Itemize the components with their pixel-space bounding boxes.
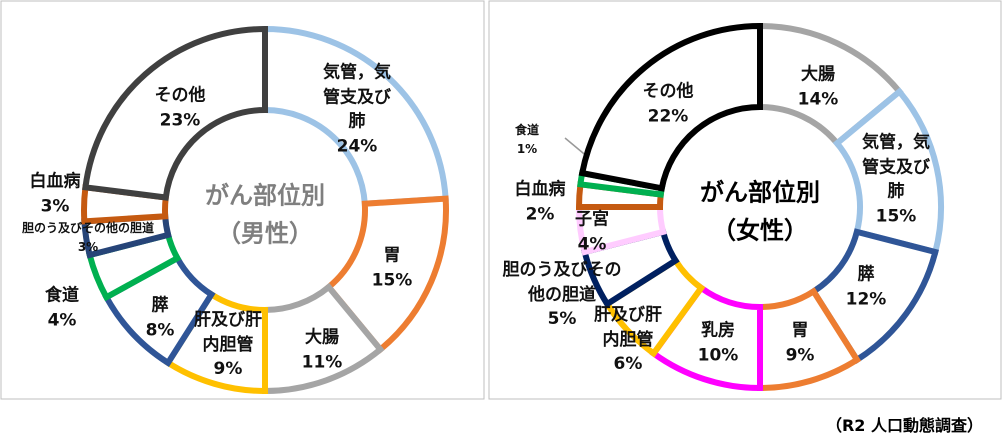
category-label: 食道 [45,285,79,306]
category-label: 胆のう及びその他の胆道 [502,260,622,305]
chart-title: がん部位別 [205,181,325,210]
center-text: がん部位別 （男性） [205,177,325,254]
category-label: 大腸 [801,64,835,85]
category-label: 子宮 [575,209,609,230]
value-label: 15% [371,270,413,290]
data-label: 肝及び肝内胆管 6% [592,303,663,377]
value-label: 3% [77,240,99,254]
source: （R2 人口動態調査） [825,416,983,435]
value-label: 2% [525,204,555,224]
value-label: 6% [613,354,643,375]
donut-segment [578,22,763,192]
data-label: その他 23% [146,83,214,132]
category-label: 肝及び肝内胆管 [593,305,662,350]
data-label: 乳房 10% [693,318,744,367]
value-label: 22% [647,106,689,126]
data-label: 膵 8% [143,293,177,342]
value-label: 23% [159,110,201,130]
chart-subtitle: （男性） [217,220,313,248]
category-label: その他 [642,81,694,102]
value-label: 8% [145,320,175,340]
category-label: 白血病 [29,171,81,192]
data-label: 膵 12% [845,262,888,311]
category-label: その他 [154,85,206,106]
value-label: 10% [697,345,739,365]
category-label: 肝及び肝内胆管 [193,310,262,355]
category-label: 胃 [383,245,401,266]
value-label: 11% [301,352,343,372]
value-label: 5% [547,309,577,330]
data-label: 胆のう及びその他の胆道 5% [503,258,622,332]
category-label: 白血病 [514,179,566,200]
value-label: 24% [336,136,378,157]
value-label: 9% [785,345,815,365]
data-label: 気管，気管支及び肺 24% [320,61,393,160]
panel-border [488,0,1002,400]
data-label: 子宮 4% [567,207,618,256]
center-text: がん部位別 （女性） [700,174,820,251]
category-label: 乳房 [701,320,735,341]
panel-border [0,0,485,400]
value-label: 3% [40,196,70,216]
category-label: 胆のう及びその他の胆道 [21,220,154,235]
chart-subtitle: （女性） [712,217,808,245]
category-label: 膵 [857,264,875,285]
value-label: 1% [516,142,538,156]
data-label: 大腸 14% [793,62,844,111]
category-label: 胃 [791,320,809,341]
data-label: 胃 9% [783,318,817,367]
data-label: 食道 4% [41,283,84,332]
category-label: 食道 [514,122,539,137]
category-label: 気管，気管支及び肺 [862,132,930,202]
data-label: 肝及び肝内胆管 9% [192,308,263,382]
data-label: 胆のう及びその他の胆道 3% [4,219,172,257]
data-label: 白血病 2% [506,177,574,226]
value-label: 15% [875,206,917,227]
category-label: 大腸 [305,327,339,348]
value-label: 4% [47,310,77,330]
data-label: 大腸 11% [297,325,348,374]
data-label: 食道 1% [509,121,545,159]
donut-segment [262,25,449,207]
data-label: 胃 15% [367,243,418,292]
value-label: 9% [213,359,243,380]
chart-title: がん部位別 [700,178,820,207]
data-label: 白血病 3% [21,169,89,218]
category-label: 気管，気管支及び肺 [323,62,391,132]
value-label: 14% [797,89,839,109]
value-label: 12% [845,289,887,309]
category-label: 膵 [151,295,169,316]
data-label: その他 22% [634,79,702,128]
data-label: 気管，気管支及び肺 15% [859,131,932,230]
donut-segment [82,25,268,201]
value-label: 4% [577,234,607,254]
